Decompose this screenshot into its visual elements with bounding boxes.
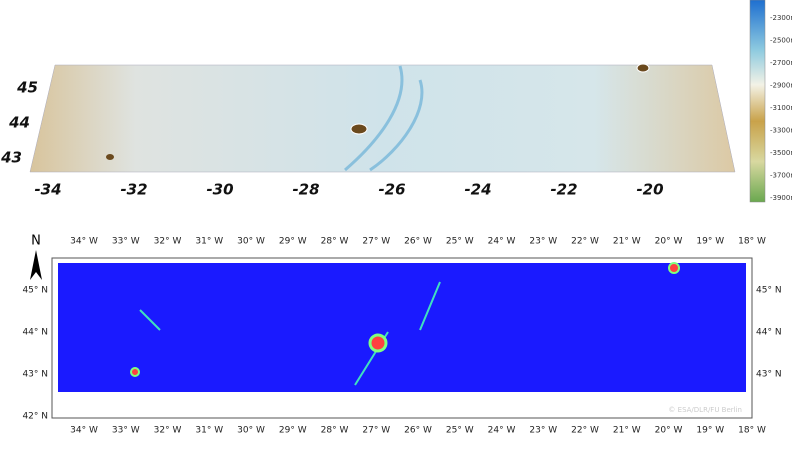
lon-label-top: 21° W — [613, 237, 641, 247]
dem-surface — [29, 64, 736, 173]
north-arrow — [30, 250, 42, 280]
channel — [344, 65, 424, 172]
dem-y-tick: 43 — [0, 149, 22, 167]
lon-label-bottom: 27° W — [362, 426, 390, 436]
lon-label-bottom: 28° W — [321, 426, 349, 436]
lon-label-bottom: 31° W — [195, 426, 223, 436]
dem-y-tick: 45 — [16, 79, 38, 97]
crater — [350, 123, 368, 135]
dem-x-tick: -32 — [120, 181, 147, 199]
lon-label-top: 24° W — [488, 237, 516, 247]
lon-label-bottom: 19° W — [696, 426, 724, 436]
lat-label-right: 44° N — [756, 328, 782, 338]
watermark: © ESA/DLR/FU Berlin — [668, 406, 742, 414]
lat-label-left: 42° N — [22, 412, 48, 422]
lat-label-right: 45° N — [756, 286, 782, 296]
lon-label-top: 27° W — [362, 237, 390, 247]
lon-label-top: 25° W — [446, 237, 474, 247]
lon-label-bottom: 32° W — [154, 426, 182, 436]
north-label: N — [31, 234, 41, 249]
lon-label-top: 28° W — [321, 237, 349, 247]
colorbar-label: -2300m — [770, 14, 792, 22]
dem-x-tick: -26 — [378, 181, 405, 199]
crater — [130, 367, 140, 377]
lat-label-left: 43° N — [22, 370, 48, 380]
lat-label-left: 44° N — [22, 328, 48, 338]
colorbar-label: -2700m — [770, 59, 792, 67]
dem-x-tick: -30 — [206, 181, 233, 199]
lon-label-top: 31° W — [195, 237, 223, 247]
colorbar-label: -3500m — [770, 149, 792, 157]
lon-label-bottom: 29° W — [279, 426, 307, 436]
lon-label-top: 33° W — [112, 237, 140, 247]
lon-label-bottom: 34° W — [70, 426, 98, 436]
dem-x-tick: -28 — [292, 181, 319, 199]
lon-label-top: 32° W — [154, 237, 182, 247]
dem-x-tick: -22 — [550, 181, 577, 199]
lon-label-top: 22° W — [571, 237, 599, 247]
crater — [106, 154, 114, 160]
colorbar — [749, 0, 766, 203]
colorbar-label: -3900m — [770, 194, 792, 202]
lon-label-bottom: 26° W — [404, 426, 432, 436]
lon-label-bottom: 22° W — [571, 426, 599, 436]
dem-x-tick: -24 — [464, 181, 491, 199]
dem-x-tick: -20 — [636, 181, 663, 199]
lon-label-bottom: 18° W — [738, 426, 766, 436]
colorbar-label: -2900m — [770, 82, 792, 90]
colorbar-label: -3300m — [770, 127, 792, 135]
lon-label-top: 29° W — [279, 237, 307, 247]
crater — [368, 333, 388, 353]
lat-label-right: 43° N — [756, 370, 782, 380]
lon-label-top: 19° W — [696, 237, 724, 247]
lon-label-top: 18° W — [738, 237, 766, 247]
lon-label-bottom: 24° W — [488, 426, 516, 436]
crater — [668, 262, 680, 274]
map-raster — [58, 263, 746, 392]
colorbar-label: -2500m — [770, 37, 792, 45]
dem-x-tick: -34 — [34, 181, 61, 199]
lon-label-top: 34° W — [70, 237, 98, 247]
lon-label-top: 20° W — [655, 237, 683, 247]
crater — [636, 63, 650, 73]
lat-label-left: 45° N — [22, 286, 48, 296]
lon-label-bottom: 25° W — [446, 426, 474, 436]
lon-label-bottom: 23° W — [529, 426, 557, 436]
dem-y-tick: 44 — [8, 114, 30, 132]
lon-label-bottom: 21° W — [613, 426, 641, 436]
lon-label-top: 26° W — [404, 237, 432, 247]
lon-label-bottom: 20° W — [655, 426, 683, 436]
colorbar-label: -3100m — [770, 104, 792, 112]
lon-label-bottom: 30° W — [237, 426, 265, 436]
colorbar-label: -3700m — [770, 172, 792, 180]
lon-label-top: 23° W — [529, 237, 557, 247]
lon-label-bottom: 33° W — [112, 426, 140, 436]
lon-label-top: 30° W — [237, 237, 265, 247]
